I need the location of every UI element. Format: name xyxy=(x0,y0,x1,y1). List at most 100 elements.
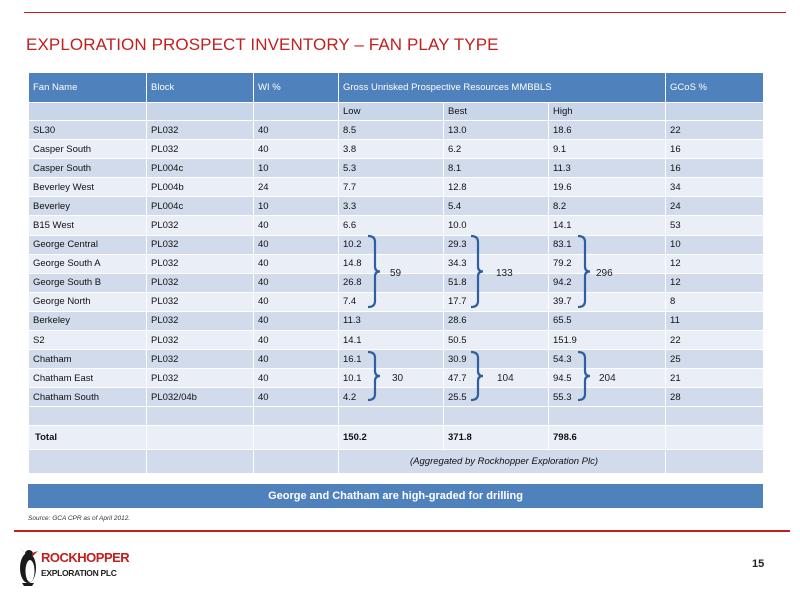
cell-block: PL004c xyxy=(146,196,254,217)
cell-high: 94.2 xyxy=(547,272,667,293)
cell-block: PL032 xyxy=(146,291,254,312)
cell-wi: 40 xyxy=(253,310,339,332)
header-block: Block xyxy=(146,72,254,103)
table-row: Casper South PL004c 10 5.3 8.1 11.3 16 xyxy=(28,158,765,179)
logo-text-sub: EXPLORATION PLC xyxy=(41,568,117,578)
table-row: George South A PL032 40 14.8 34.3 79.2 12 xyxy=(28,253,765,274)
cell-best: 28.6 xyxy=(443,310,549,332)
cell-wi: 24 xyxy=(253,177,339,198)
cell-high: 151.9 xyxy=(547,330,667,351)
table-row: George South B PL032 40 26.8 51.8 94.2 12 xyxy=(28,272,765,293)
cell-wi: 40 xyxy=(253,139,339,160)
cell-name: SL30 xyxy=(28,119,147,141)
logo-text-main: ROCKHOPPER xyxy=(41,550,130,565)
cell-low: 3.3 xyxy=(338,196,444,217)
cell-wi: 40 xyxy=(253,291,339,312)
page-title: EXPLORATION PROSPECT INVENTORY – FAN PLA… xyxy=(26,35,499,54)
total-label: Total xyxy=(28,425,147,451)
table-row: Chatham South PL032/04b 40 4.2 25.5 55.3 28 xyxy=(28,387,765,408)
cell-best: 30.9 xyxy=(443,349,549,370)
cell-wi: 10 xyxy=(253,158,339,179)
header-row: Fan Name Block WI % Gross Unrisked Prosp… xyxy=(28,72,765,103)
cell-name: B15 West xyxy=(28,215,147,236)
cell-block: PL004c xyxy=(146,158,254,179)
cell-wi: 40 xyxy=(253,234,339,255)
cell-name: George Central xyxy=(28,234,147,255)
cell-high: 14.1 xyxy=(547,215,667,236)
total-high: 798.6 xyxy=(547,425,667,451)
table-row: B15 West PL032 40 6.6 10.0 14.1 53 xyxy=(28,215,765,236)
cell-gcos: 53 xyxy=(665,215,765,236)
cell-block: PL032 xyxy=(146,272,254,293)
cell-wi: 40 xyxy=(253,387,339,408)
header-fan-name: Fan Name xyxy=(28,72,147,103)
cell-best: 8.1 xyxy=(443,158,549,179)
cell-best: 10.0 xyxy=(443,215,549,236)
cell-block: PL032 xyxy=(146,215,254,236)
cell-high: 65.5 xyxy=(547,310,667,332)
cell-block: PL032 xyxy=(146,349,254,370)
cell-best: 47.7 xyxy=(443,368,549,389)
cell-low: 10.2 xyxy=(338,234,444,255)
cell-best: 5.4 xyxy=(443,196,549,217)
cell-wi: 40 xyxy=(253,215,339,236)
aggregation-note: (Aggregated by Rockhopper Exploration Pl… xyxy=(337,449,667,475)
cell-name: Casper South xyxy=(28,158,147,179)
cell-block: PL032 xyxy=(146,253,254,274)
header-wi: WI % xyxy=(253,72,339,103)
cell-low: 7.4 xyxy=(338,291,444,312)
cell-gcos: 25 xyxy=(665,349,765,370)
cell-block: PL032/04b xyxy=(146,387,254,408)
cell-best: 6.2 xyxy=(443,139,549,160)
cell-high: 9.1 xyxy=(547,139,667,160)
prospect-inventory-table: Fan Name Block WI % Gross Unrisked Prosp… xyxy=(28,72,765,475)
header-gcos: GCoS % xyxy=(665,72,765,103)
subheader-best: Best xyxy=(443,102,549,121)
cell-low: 6.6 xyxy=(338,215,444,236)
table-row: SL30 PL032 40 8.5 13.0 18.6 22 xyxy=(28,119,765,141)
drilling-banner: George and Chatham are high-graded for d… xyxy=(28,484,763,508)
table-row: Chatham East PL032 40 10.1 47.7 94.5 21 xyxy=(28,368,765,389)
table-row: Beverley PL004c 10 3.3 5.4 8.2 24 xyxy=(28,196,765,217)
cell-best: 51.8 xyxy=(443,272,549,293)
cell-block: PL004b xyxy=(146,177,254,198)
cell-gcos: 8 xyxy=(665,291,765,312)
cell-wi: 40 xyxy=(253,368,339,389)
cell-block: PL032 xyxy=(146,119,254,141)
total-best: 371.8 xyxy=(443,425,549,451)
table-row: Chatham PL032 40 16.1 30.9 54.3 25 xyxy=(28,349,765,370)
cell-wi: 40 xyxy=(253,330,339,351)
cell-name: George North xyxy=(28,291,147,312)
cell-low: 7.7 xyxy=(338,177,444,198)
cell-high: 39.7 xyxy=(547,291,667,312)
table-row: George Central PL032 40 10.2 29.3 83.1 10 xyxy=(28,234,765,255)
cell-gcos: 21 xyxy=(665,368,765,389)
table-row: Casper South PL032 40 3.8 6.2 9.1 16 xyxy=(28,139,765,160)
subheader-high: High xyxy=(547,102,667,121)
cell-low: 11.3 xyxy=(338,310,444,332)
cell-gcos: 16 xyxy=(665,139,765,160)
cell-gcos: 11 xyxy=(665,310,765,332)
cell-high: 11.3 xyxy=(547,158,667,179)
cell-best: 17.7 xyxy=(443,291,549,312)
cell-high: 18.6 xyxy=(547,119,667,141)
blank-row xyxy=(28,406,765,427)
cell-best: 29.3 xyxy=(443,234,549,255)
cell-best: 50.5 xyxy=(443,330,549,351)
cell-high: 54.3 xyxy=(547,349,667,370)
subheader-row: Low Best High xyxy=(28,102,765,121)
cell-high: 19.6 xyxy=(547,177,667,198)
cell-best: 12.8 xyxy=(443,177,549,198)
cell-best: 34.3 xyxy=(443,253,549,274)
cell-wi: 40 xyxy=(253,253,339,274)
cell-low: 26.8 xyxy=(338,272,444,293)
source-note: Source: GCA CPR as of April 2012. xyxy=(28,515,131,522)
cell-name: Berkeley xyxy=(28,310,147,332)
cell-high: 83.1 xyxy=(547,234,667,255)
cell-block: PL032 xyxy=(146,330,254,351)
cell-wi: 10 xyxy=(253,196,339,217)
cell-gcos: 16 xyxy=(665,158,765,179)
cell-gcos: 12 xyxy=(665,272,765,293)
cell-high: 55.3 xyxy=(547,387,667,408)
cell-low: 10.1 xyxy=(338,368,444,389)
